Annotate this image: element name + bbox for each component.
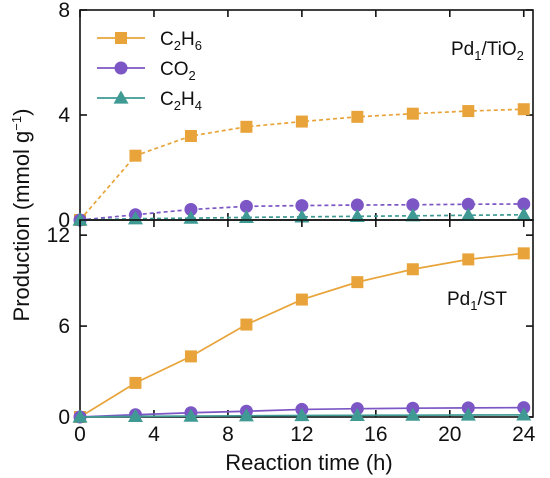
- data-point-C2H4: [460, 207, 476, 221]
- data-point-C2H6: [462, 253, 475, 266]
- data-point-C2H6: [406, 263, 419, 276]
- data-point-C2H4: [516, 407, 532, 421]
- x-tick-label: 4: [148, 423, 160, 446]
- x-tick-label: 12: [290, 423, 313, 446]
- y-tick-label: 0: [58, 209, 70, 232]
- data-point-C2H6: [240, 120, 253, 133]
- data-point-C2H6: [184, 130, 197, 142]
- legend-item-C2H6: C2H6: [97, 29, 202, 53]
- legend-item-CO2: CO2: [97, 59, 196, 83]
- x-axis-title: Reaction time (h): [225, 450, 393, 475]
- data-point-C2H4: [405, 407, 421, 421]
- data-point-C2H4: [72, 409, 88, 423]
- data-point-CO2: [295, 199, 309, 213]
- panel-label-top: Pd1/TiO2: [451, 39, 524, 63]
- data-point-C2H6: [295, 115, 308, 128]
- legend-item-C2H4: C2H4: [97, 89, 202, 113]
- data-point-CO2: [517, 197, 531, 211]
- data-point-C2H6: [184, 350, 197, 363]
- data-point-C2H4: [294, 407, 310, 422]
- data-point-C2H4: [349, 208, 365, 222]
- y-tick-label: 12: [47, 224, 70, 247]
- x-tick-label: 0: [74, 423, 86, 446]
- y-tick-label: 0: [58, 406, 70, 429]
- x-axis: 0 4 8 12 16 20 24: [74, 423, 536, 446]
- data-point-C2H4: [516, 207, 532, 221]
- y-tick-label: 4: [58, 104, 70, 127]
- x-tick-label: 16: [364, 423, 387, 446]
- data-point-C2H6: [351, 110, 364, 123]
- data-point-C2H4: [127, 211, 143, 225]
- data-point-CO2: [239, 199, 253, 213]
- legend-marker-CO2: [114, 61, 128, 75]
- data-point-C2H4: [127, 408, 143, 423]
- data-point-C2H6: [517, 247, 530, 260]
- panel-bottom: 0 6 12: [47, 219, 534, 429]
- series-line-C2H6: [79, 252, 524, 418]
- data-point-CO2: [350, 198, 364, 212]
- data-point-C2H6: [295, 293, 308, 306]
- legend-marker-C2H4: [113, 90, 129, 104]
- y-axis-title: Production (mmol g−1): [9, 109, 34, 322]
- data-point-C2H6: [517, 103, 530, 116]
- panel-label-bottom: Pd1/ST: [447, 289, 507, 313]
- data-point-C2H4: [183, 408, 199, 422]
- data-point-C2H4: [405, 208, 421, 222]
- data-point-CO2: [461, 197, 475, 211]
- data-point-C2H4: [238, 209, 254, 223]
- data-point-C2H6: [406, 107, 419, 120]
- data-point-C2H6: [240, 318, 253, 331]
- data-point-C2H4: [294, 209, 310, 223]
- data-point-CO2: [184, 203, 198, 216]
- data-point-C2H6: [129, 376, 142, 389]
- data-point-C2H6: [129, 149, 142, 162]
- data-point-C2H4: [72, 212, 88, 226]
- data-point-C2H4: [460, 407, 476, 421]
- data-point-C2H6: [462, 105, 475, 118]
- legend: C2H6 CO2 C2H4: [97, 29, 202, 113]
- legend-label: C2H4: [160, 89, 202, 113]
- x-tick-label: 20: [438, 423, 461, 446]
- panel-top: 0 4 8: [58, 0, 534, 232]
- data-point-CO2: [406, 198, 420, 212]
- plot-frame: [79, 219, 534, 418]
- data-point-C2H4: [238, 408, 254, 422]
- data-point-C2H6: [351, 276, 364, 289]
- series-line-C2H4: [79, 213, 524, 221]
- legend-marker-C2H6: [115, 32, 127, 44]
- x-tick-label: 24: [512, 423, 536, 446]
- data-point-C2H4: [349, 407, 365, 421]
- legend-label: CO2: [160, 59, 196, 83]
- y-tick-label: 6: [58, 315, 70, 338]
- series-C2H4: [72, 407, 532, 423]
- y-tick-label: 8: [58, 0, 70, 22]
- x-tick-label: 8: [222, 423, 234, 446]
- series-C2H6: [74, 247, 530, 423]
- legend-label: C2H6: [160, 29, 202, 53]
